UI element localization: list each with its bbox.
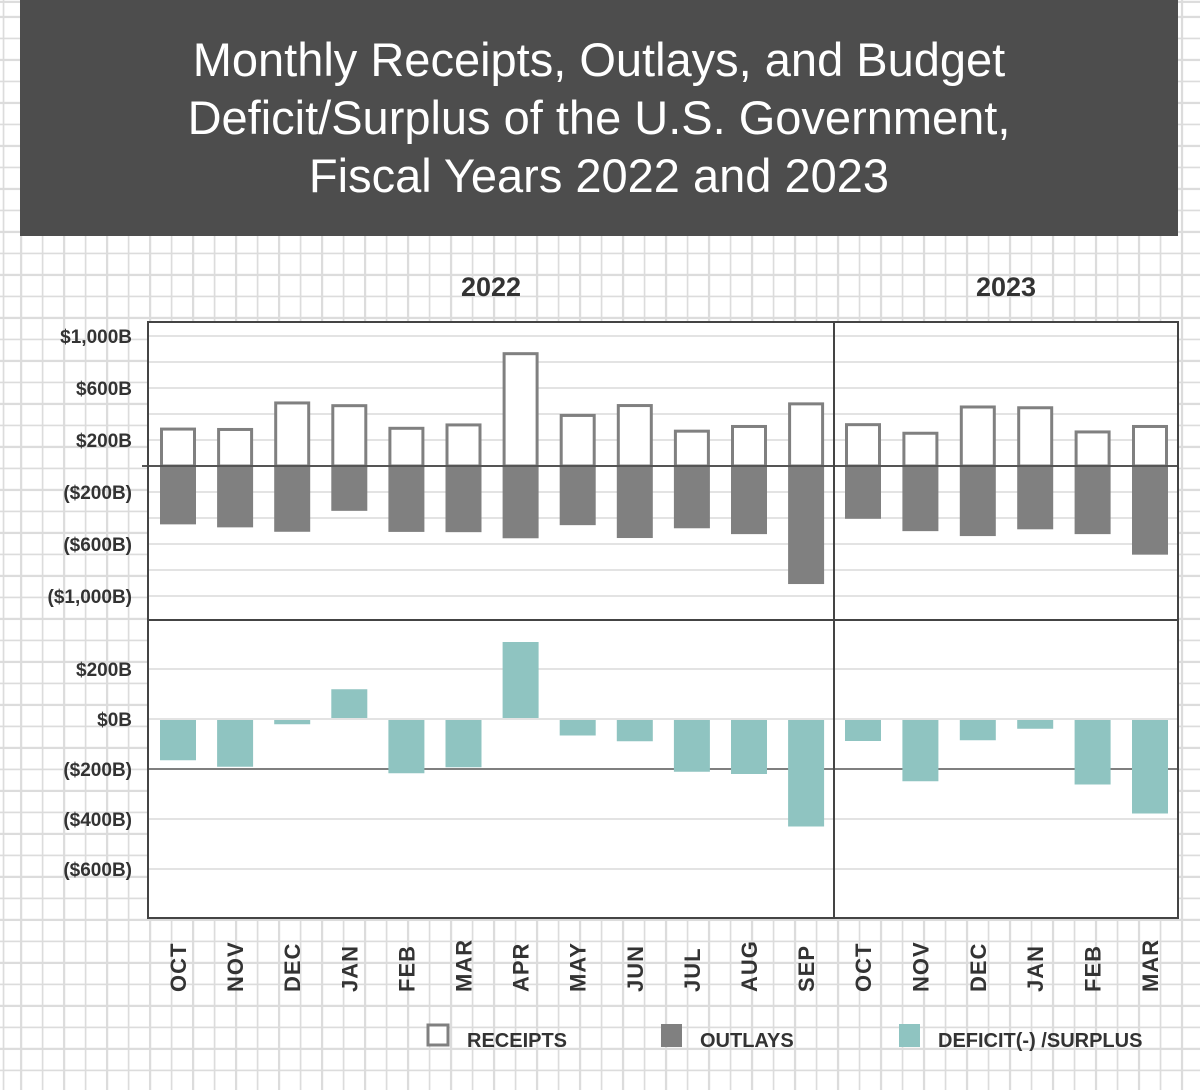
legend-swatch-deficit-surplus [899,1024,920,1047]
outlays-bar [331,466,368,511]
x-tick-label: OCT [166,943,191,992]
receipts-bar [902,431,939,468]
outlays-bar [845,466,881,519]
outlays-bar [445,466,482,533]
deficit-surplus-bar [788,719,825,827]
legend-label: RECEIPTS [467,1030,567,1052]
y-tick-label: $600B [76,379,132,400]
x-tick-label: JUL [680,947,705,992]
y-tick-label: ($600B) [63,535,132,556]
receipts-bar [217,427,254,468]
receipts-bar [331,404,368,468]
x-tick-label: AUG [737,940,762,992]
y-tick-label: ($200B) [63,760,132,781]
y-tick-label: $200B [76,431,132,452]
outlays-bar [217,466,254,528]
legend-swatch-outlays [661,1024,682,1047]
receipts-bar [274,401,311,468]
outlays-bar [673,466,710,529]
legend-label: DEFICIT(-) /SURPLUS [938,1030,1142,1052]
deficit-surplus-bar [1017,719,1054,729]
outlays-bar [388,466,425,532]
outlays-bar [959,466,996,537]
group-label: 2023 [976,272,1036,302]
y-tick-label: ($1,000B) [48,587,133,608]
outlays-bar [502,466,539,539]
x-tick-label: DEC [966,943,991,992]
x-tick-label: JUN [623,945,648,992]
x-tick-label: MAY [566,942,591,992]
deficit-surplus-bar [160,719,196,761]
deficit-surplus-bar [1074,719,1111,785]
deficit-surplus-bar [845,719,881,741]
receipts-bar [160,427,196,468]
y-tick-label: ($400B) [63,810,132,831]
x-tick-label: DEC [280,943,305,992]
y-tick-label: ($200B) [63,483,132,504]
deficit-surplus-bar [959,719,996,741]
group-label: 2022 [461,272,521,302]
legend-swatch-receipts [426,1023,450,1047]
outlays-bar [788,466,825,585]
receipts-bar [616,404,653,468]
outlays-bar [559,466,596,526]
y-tick-label: ($600B) [63,860,132,881]
outlays-bar [1017,466,1054,530]
x-tick-label: MAR [1138,939,1163,992]
receipts-bar [845,423,881,468]
outlays-bar [274,466,311,532]
x-tick-label: MAR [452,939,477,992]
y-tick-label: $200B [76,660,132,681]
x-tick-label: APR [509,943,534,992]
x-tick-label: JAN [1023,945,1048,992]
x-tick-label: NOV [223,941,248,992]
deficit-surplus-bar [559,719,596,736]
outlays-bar [1132,466,1168,555]
deficit-surplus-bar [445,719,482,768]
receipts-bar [1132,424,1168,468]
outlays-bar [1074,466,1111,535]
x-tick-label: FEB [1081,945,1106,992]
y-tick-label: $1,000B [60,327,132,348]
outlays-bar [160,466,196,525]
receipts-bar [445,423,482,468]
deficit-surplus-bar [274,719,311,725]
x-tick-label: JAN [337,945,362,992]
receipts-bar [788,402,825,468]
deficit-surplus-bar [388,719,425,774]
receipts-bar [1074,430,1111,468]
receipts-bar [559,413,596,468]
receipts-bar [1017,406,1054,468]
deficit-surplus-bar [902,719,939,782]
deficit-surplus-bar [731,719,767,774]
receipts-bar [731,424,767,468]
y-tick-label: $0B [97,710,132,731]
chart-title: Monthly Receipts, Outlays, and Budget De… [20,0,1178,236]
outlays-bar [902,466,939,532]
deficit-surplus-bar [331,689,368,719]
receipts-bar [959,405,996,468]
deficit-surplus-bar [502,642,539,719]
outlays-bar [731,466,767,535]
receipts-bar [388,426,425,468]
x-tick-label: OCT [851,943,876,992]
deficit-surplus-bar [616,719,653,742]
receipts-bar [502,352,539,468]
x-tick-label: FEB [394,945,419,992]
deficit-surplus-bar [217,719,254,767]
deficit-surplus-bar [1132,719,1168,814]
x-tick-label: SEP [794,945,819,992]
x-tick-label: NOV [908,941,933,992]
legend-label: OUTLAYS [700,1030,794,1052]
receipts-bar [673,429,710,468]
outlays-bar [616,466,653,539]
deficit-surplus-bar [673,719,710,772]
